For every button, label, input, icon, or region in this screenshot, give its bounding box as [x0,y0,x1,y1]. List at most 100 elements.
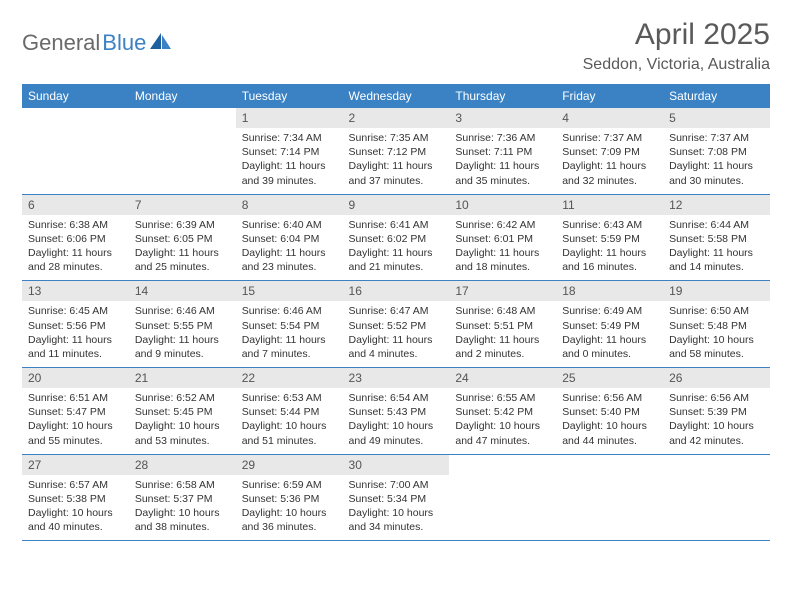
day-content: Sunrise: 6:56 AMSunset: 5:40 PMDaylight:… [556,388,663,454]
day-number: 5 [663,108,770,128]
day-number: 30 [343,455,450,475]
calendar-row: 1Sunrise: 7:34 AMSunset: 7:14 PMDaylight… [22,108,770,194]
day-content: Sunrise: 6:47 AMSunset: 5:52 PMDaylight:… [343,301,450,367]
calendar-cell: 11Sunrise: 6:43 AMSunset: 5:59 PMDayligh… [556,194,663,281]
day-number: 8 [236,195,343,215]
day-number: 28 [129,455,236,475]
calendar-cell-empty [663,454,770,541]
calendar-cell: 24Sunrise: 6:55 AMSunset: 5:42 PMDayligh… [449,368,556,455]
weekday-header: Wednesday [343,84,450,108]
calendar-cell: 21Sunrise: 6:52 AMSunset: 5:45 PMDayligh… [129,368,236,455]
calendar-cell: 23Sunrise: 6:54 AMSunset: 5:43 PMDayligh… [343,368,450,455]
calendar-cell: 25Sunrise: 6:56 AMSunset: 5:40 PMDayligh… [556,368,663,455]
calendar-cell: 12Sunrise: 6:44 AMSunset: 5:58 PMDayligh… [663,194,770,281]
day-content: Sunrise: 7:37 AMSunset: 7:09 PMDaylight:… [556,128,663,194]
day-number: 11 [556,195,663,215]
calendar-cell: 1Sunrise: 7:34 AMSunset: 7:14 PMDaylight… [236,108,343,194]
day-content: Sunrise: 6:55 AMSunset: 5:42 PMDaylight:… [449,388,556,454]
calendar-cell: 27Sunrise: 6:57 AMSunset: 5:38 PMDayligh… [22,454,129,541]
weekday-header: Tuesday [236,84,343,108]
calendar-cell: 6Sunrise: 6:38 AMSunset: 6:06 PMDaylight… [22,194,129,281]
calendar-cell: 9Sunrise: 6:41 AMSunset: 6:02 PMDaylight… [343,194,450,281]
day-number: 29 [236,455,343,475]
calendar-cell-empty [449,454,556,541]
title-block: April 2025 Seddon, Victoria, Australia [583,18,770,74]
day-number: 19 [663,281,770,301]
day-content: Sunrise: 6:56 AMSunset: 5:39 PMDaylight:… [663,388,770,454]
day-number: 17 [449,281,556,301]
calendar-cell: 15Sunrise: 6:46 AMSunset: 5:54 PMDayligh… [236,281,343,368]
day-content: Sunrise: 6:38 AMSunset: 6:06 PMDaylight:… [22,215,129,281]
calendar-cell: 10Sunrise: 6:42 AMSunset: 6:01 PMDayligh… [449,194,556,281]
day-content: Sunrise: 6:45 AMSunset: 5:56 PMDaylight:… [22,301,129,367]
day-content: Sunrise: 7:37 AMSunset: 7:08 PMDaylight:… [663,128,770,194]
weekday-header: Saturday [663,84,770,108]
day-content: Sunrise: 7:35 AMSunset: 7:12 PMDaylight:… [343,128,450,194]
calendar-cell-empty [22,108,129,194]
day-number: 15 [236,281,343,301]
day-number: 7 [129,195,236,215]
calendar-row: 13Sunrise: 6:45 AMSunset: 5:56 PMDayligh… [22,281,770,368]
day-content: Sunrise: 6:53 AMSunset: 5:44 PMDaylight:… [236,388,343,454]
day-number: 16 [343,281,450,301]
day-number: 12 [663,195,770,215]
weekday-header: Thursday [449,84,556,108]
day-number: 14 [129,281,236,301]
day-number: 18 [556,281,663,301]
calendar-body: 1Sunrise: 7:34 AMSunset: 7:14 PMDaylight… [22,108,770,541]
day-number: 10 [449,195,556,215]
calendar-cell: 13Sunrise: 6:45 AMSunset: 5:56 PMDayligh… [22,281,129,368]
day-content: Sunrise: 6:40 AMSunset: 6:04 PMDaylight:… [236,215,343,281]
calendar-cell: 26Sunrise: 6:56 AMSunset: 5:39 PMDayligh… [663,368,770,455]
calendar-cell-empty [129,108,236,194]
calendar-row: 20Sunrise: 6:51 AMSunset: 5:47 PMDayligh… [22,368,770,455]
day-content: Sunrise: 6:43 AMSunset: 5:59 PMDaylight:… [556,215,663,281]
day-number: 13 [22,281,129,301]
weekday-header: Monday [129,84,236,108]
day-content: Sunrise: 6:48 AMSunset: 5:51 PMDaylight:… [449,301,556,367]
day-content: Sunrise: 6:46 AMSunset: 5:54 PMDaylight:… [236,301,343,367]
calendar-cell-empty [556,454,663,541]
calendar-cell: 20Sunrise: 6:51 AMSunset: 5:47 PMDayligh… [22,368,129,455]
day-content: Sunrise: 6:50 AMSunset: 5:48 PMDaylight:… [663,301,770,367]
day-content: Sunrise: 6:39 AMSunset: 6:05 PMDaylight:… [129,215,236,281]
day-number: 6 [22,195,129,215]
calendar-cell: 7Sunrise: 6:39 AMSunset: 6:05 PMDaylight… [129,194,236,281]
day-content: Sunrise: 6:57 AMSunset: 5:38 PMDaylight:… [22,475,129,541]
day-content: Sunrise: 6:44 AMSunset: 5:58 PMDaylight:… [663,215,770,281]
day-number: 3 [449,108,556,128]
day-number: 27 [22,455,129,475]
day-number: 20 [22,368,129,388]
day-content: Sunrise: 6:51 AMSunset: 5:47 PMDaylight:… [22,388,129,454]
calendar-cell: 16Sunrise: 6:47 AMSunset: 5:52 PMDayligh… [343,281,450,368]
day-number: 4 [556,108,663,128]
day-number: 2 [343,108,450,128]
day-number: 24 [449,368,556,388]
logo-row: General Blue [22,30,172,56]
day-number: 21 [129,368,236,388]
day-content: Sunrise: 7:34 AMSunset: 7:14 PMDaylight:… [236,128,343,194]
day-content: Sunrise: 7:00 AMSunset: 5:34 PMDaylight:… [343,475,450,541]
calendar-cell: 3Sunrise: 7:36 AMSunset: 7:11 PMDaylight… [449,108,556,194]
day-number: 9 [343,195,450,215]
day-content: Sunrise: 6:42 AMSunset: 6:01 PMDaylight:… [449,215,556,281]
calendar-cell: 8Sunrise: 6:40 AMSunset: 6:04 PMDaylight… [236,194,343,281]
calendar-cell: 5Sunrise: 7:37 AMSunset: 7:08 PMDaylight… [663,108,770,194]
weekday-header: Friday [556,84,663,108]
day-number: 26 [663,368,770,388]
weekday-header: Sunday [22,84,129,108]
day-number: 23 [343,368,450,388]
calendar-cell: 2Sunrise: 7:35 AMSunset: 7:12 PMDaylight… [343,108,450,194]
logo-sail-icon2 [150,33,172,54]
day-content: Sunrise: 6:49 AMSunset: 5:49 PMDaylight:… [556,301,663,367]
day-content: Sunrise: 6:52 AMSunset: 5:45 PMDaylight:… [129,388,236,454]
day-number: 22 [236,368,343,388]
day-content: Sunrise: 7:36 AMSunset: 7:11 PMDaylight:… [449,128,556,194]
calendar-row: 6Sunrise: 6:38 AMSunset: 6:06 PMDaylight… [22,194,770,281]
calendar-cell: 18Sunrise: 6:49 AMSunset: 5:49 PMDayligh… [556,281,663,368]
calendar-cell: 30Sunrise: 7:00 AMSunset: 5:34 PMDayligh… [343,454,450,541]
calendar-table: SundayMondayTuesdayWednesdayThursdayFrid… [22,84,770,541]
logo-text-blue: Blue [102,30,146,56]
calendar-cell: 28Sunrise: 6:58 AMSunset: 5:37 PMDayligh… [129,454,236,541]
calendar-cell: 29Sunrise: 6:59 AMSunset: 5:36 PMDayligh… [236,454,343,541]
